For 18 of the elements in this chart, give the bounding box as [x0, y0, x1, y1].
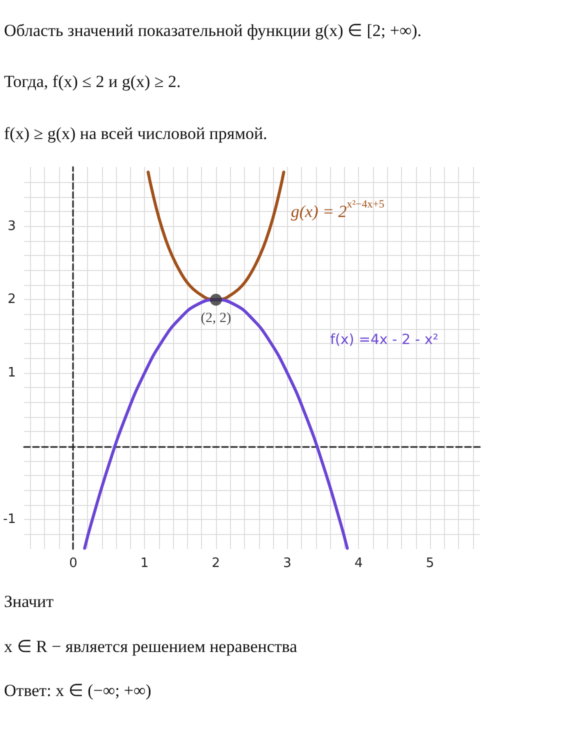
- annotation: (2, 2): [200, 311, 232, 326]
- y-tick-label: 3: [8, 218, 16, 234]
- y-tick-label: 1: [8, 366, 16, 381]
- text: f(x) =4x - 2 - x²: [330, 332, 438, 348]
- x-tick-label: 0: [69, 556, 78, 571]
- text: Тогда, f(x) ≤ 2 и g(x) ≥ 2.: [4, 72, 181, 92]
- x-tick-label: 1: [140, 556, 149, 571]
- text: Ответ: x ∈ (−∞; +∞): [4, 680, 152, 701]
- text: f(x) ≥ g(x) на всей числовой прямой.: [4, 124, 268, 144]
- y-tick-label: 2: [8, 292, 16, 308]
- x-tick-label: 5: [426, 556, 434, 571]
- text: x ∈ R − является решением неравенства: [4, 636, 298, 657]
- text: Область значений показательной функции g(x) ∈ [2; +∞).: [4, 20, 422, 41]
- text: Значит: [4, 592, 54, 612]
- x-tick-label: 4: [354, 556, 363, 571]
- x-tick-label: 2: [212, 556, 220, 571]
- x-tick-label: 3: [283, 556, 292, 571]
- y-tick-label: -1: [2, 512, 16, 528]
